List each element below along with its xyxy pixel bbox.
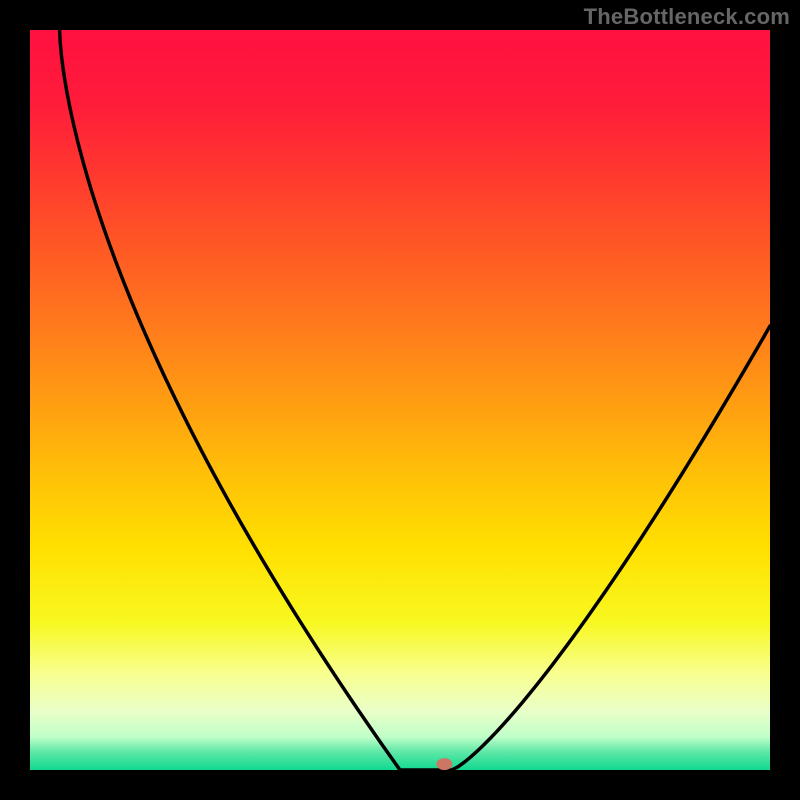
optimal-point-marker xyxy=(436,758,452,770)
bottleneck-chart xyxy=(30,30,770,770)
gradient-background xyxy=(30,30,770,770)
chart-frame: TheBottleneck.com xyxy=(0,0,800,800)
watermark-text: TheBottleneck.com xyxy=(584,4,790,30)
